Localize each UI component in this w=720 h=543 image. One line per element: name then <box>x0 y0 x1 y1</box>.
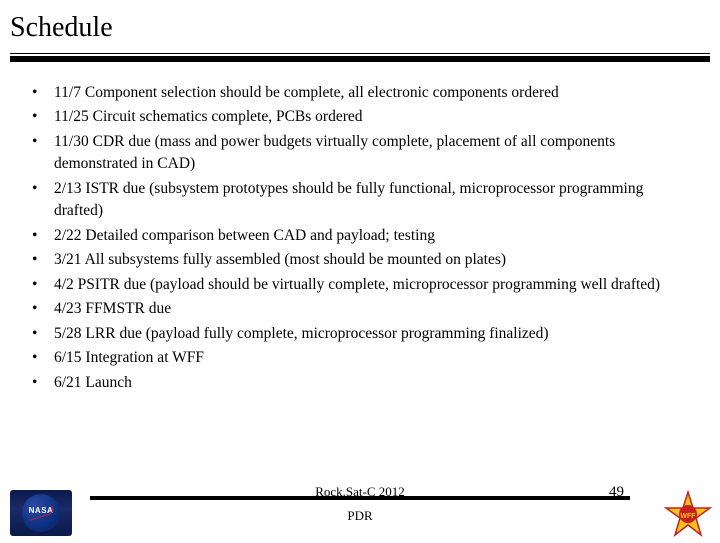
bullet-icon: • <box>28 274 54 296</box>
bullet-text: 3/21 All subsystems fully assembled (mos… <box>54 249 692 271</box>
wff-logo: WFF <box>664 490 712 538</box>
bullet-text: 6/21 Launch <box>54 372 692 394</box>
footer-subtitle: PDR <box>0 508 720 524</box>
bullet-icon: • <box>28 323 54 345</box>
bullet-text: 11/30 CDR due (mass and power budgets vi… <box>54 131 692 176</box>
bullet-icon: • <box>28 106 54 128</box>
list-item: •3/21 All subsystems fully assembled (mo… <box>28 249 692 271</box>
bullet-icon: • <box>28 178 54 200</box>
list-item: •11/25 Circuit schematics complete, PCBs… <box>28 106 692 128</box>
bullet-icon: • <box>28 347 54 369</box>
bullet-icon: • <box>28 298 54 320</box>
bullet-text: 6/15 Integration at WFF <box>54 347 692 369</box>
content-area: •11/7 Component selection should be comp… <box>0 66 720 394</box>
list-item: •6/15 Integration at WFF <box>28 347 692 369</box>
bullet-text: 11/25 Circuit schematics complete, PCBs … <box>54 106 692 128</box>
bullet-text: 4/2 PSITR due (payload should be virtual… <box>54 274 692 296</box>
list-item: •4/23 FFMSTR due <box>28 298 692 320</box>
bullet-icon: • <box>28 372 54 394</box>
wff-label: WFF <box>680 513 696 520</box>
bullet-text: 2/13 ISTR due (subsystem prototypes shou… <box>54 178 692 223</box>
slide-footer: Rock.Sat-C 2012 PDR 49 WFF <box>0 482 720 540</box>
footer-divider <box>90 496 630 500</box>
bullet-icon: • <box>28 82 54 104</box>
bullet-text: 4/23 FFMSTR due <box>54 298 692 320</box>
list-item: •2/13 ISTR due (subsystem prototypes sho… <box>28 178 692 223</box>
bullet-text: 5/28 LRR due (payload fully complete, mi… <box>54 323 692 345</box>
bullet-text: 2/22 Detailed comparison between CAD and… <box>54 225 692 247</box>
list-item: •2/22 Detailed comparison between CAD an… <box>28 225 692 247</box>
nasa-logo <box>10 490 72 536</box>
nasa-meatball-icon <box>22 494 60 532</box>
bullet-list: •11/7 Component selection should be comp… <box>28 82 692 394</box>
list-item: •11/7 Component selection should be comp… <box>28 82 692 104</box>
list-item: •4/2 PSITR due (payload should be virtua… <box>28 274 692 296</box>
list-item: •6/21 Launch <box>28 372 692 394</box>
page-title: Schedule <box>0 0 720 50</box>
list-item: •5/28 LRR due (payload fully complete, m… <box>28 323 692 345</box>
page-number: 49 <box>609 484 624 501</box>
bullet-text: 11/7 Component selection should be compl… <box>54 82 692 104</box>
bullet-icon: • <box>28 225 54 247</box>
bullet-icon: • <box>28 249 54 271</box>
bullet-icon: • <box>28 131 54 153</box>
title-divider <box>10 50 710 66</box>
list-item: •11/30 CDR due (mass and power budgets v… <box>28 131 692 176</box>
